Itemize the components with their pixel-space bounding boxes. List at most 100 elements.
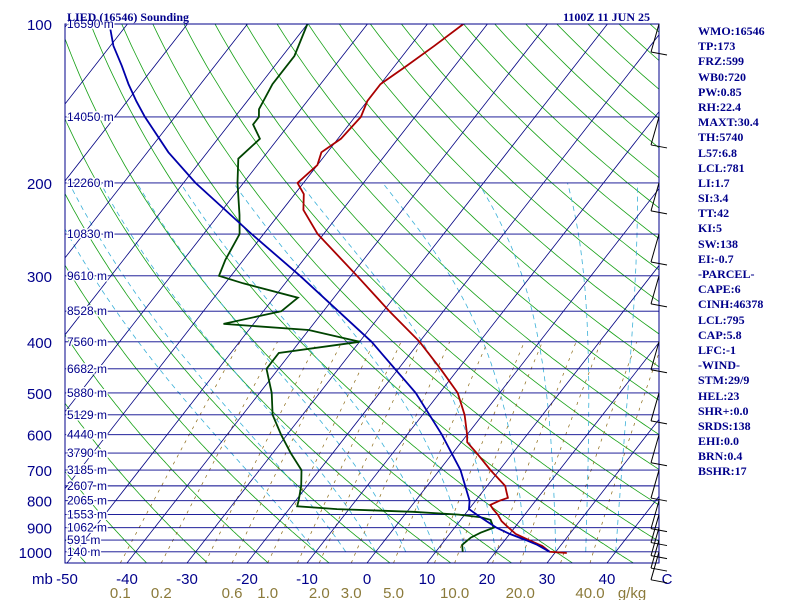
- wind-barb-flag: [650, 303, 668, 308]
- index-item: BSHR:17: [698, 464, 747, 479]
- index-item: CAP:5.8: [698, 327, 742, 342]
- height-label: 1062 m: [67, 521, 107, 535]
- dry-adiabat: [65, 402, 208, 563]
- dry-adiabat: [0, 24, 25, 563]
- height-label: 5880 m: [67, 386, 107, 400]
- mixing-ratio-tick-label: 0.1: [110, 585, 131, 600]
- isotherm: [65, 24, 248, 259]
- index-item: L57:6.8: [698, 145, 737, 160]
- temperature-tick-label: -20: [236, 571, 258, 588]
- pressure-tick-label: 1000: [19, 545, 52, 562]
- height-label: 5129 m: [67, 408, 107, 422]
- height-label: 591 m: [67, 533, 100, 547]
- wind-barb-flag: [650, 462, 668, 467]
- wind-barb-flag: [650, 51, 668, 56]
- mixing-ratio-tick-label: 20.0: [506, 585, 535, 600]
- wind-barb-staff: [650, 434, 660, 463]
- temperature-axis: mb -50 -40 -30 -20 -10 0 10 20 30 40 C: [32, 571, 673, 588]
- dry-adiabat: [307, 24, 659, 368]
- dry-adiabat: [338, 24, 659, 335]
- mixing-ratio-line: [297, 341, 402, 563]
- height-label: 4440 m: [67, 428, 107, 442]
- mixing-ratio-line: [393, 341, 489, 563]
- pressure-axis: 100 200 300 400 500 600 700 800 900 1000: [19, 17, 52, 562]
- wind-barb-staff: [650, 341, 660, 370]
- mixing-ratio-tick-label: 0.2: [151, 585, 172, 600]
- index-item: LCL:795: [698, 312, 745, 327]
- index-item: RH:22.4: [698, 99, 741, 114]
- mixing-ratio-line: [454, 341, 543, 563]
- index-item: PW:0.85: [698, 84, 742, 99]
- index-item: WB0:720: [698, 69, 746, 84]
- wind-barb-flag: [650, 261, 668, 266]
- index-item: CINH:46378: [698, 297, 764, 312]
- wind-barb-flag: [650, 528, 668, 533]
- mixing-ratio-line: [160, 341, 278, 563]
- height-label: 8528 m: [67, 304, 107, 318]
- height-label: 2607 m: [67, 479, 107, 493]
- isotherm: [65, 24, 428, 490]
- isotherm: [0, 24, 7, 563]
- mixing-ratio-line: [434, 341, 525, 563]
- temperature-tick-label: -30: [176, 571, 198, 588]
- dewpoint-line: [217, 24, 495, 552]
- pressure-tick-label: 700: [27, 463, 52, 480]
- wind-barb-staff: [650, 527, 660, 556]
- mixing-ratio-tick-label: 3.0: [341, 585, 362, 600]
- index-item: WMO:16546: [698, 24, 765, 38]
- mixing-ratio-line: [519, 341, 602, 563]
- index-item: -PARCEL-: [698, 267, 755, 281]
- mixing-ratio-line: [492, 341, 577, 563]
- wind-barb-staff: [650, 514, 660, 543]
- isotherm: [65, 24, 128, 105]
- wind-barb-staff: [650, 116, 660, 146]
- isobars: [65, 116, 659, 553]
- dry-adiabat: [65, 192, 391, 563]
- height-label: 140 m: [67, 545, 100, 559]
- wind-barb-flag: [650, 579, 668, 584]
- isotherm: [65, 24, 68, 28]
- mixing-ratio-axis: 0.1 0.2 0.6 1.0 2.0 3.0 5.0 10.0 20.0 40.0 g/kg: [110, 585, 646, 600]
- wind-barb-flag: [650, 567, 668, 572]
- mixing-ratio-tick-label: 5.0: [383, 585, 404, 600]
- height-label: 3185 m: [67, 463, 107, 477]
- isotherm: [306, 111, 659, 563]
- index-item: HEL:23: [698, 388, 740, 403]
- isotherm: [186, 24, 608, 563]
- moist-adiabat: [68, 182, 347, 553]
- mixing-ratio-line: [204, 341, 318, 563]
- index-item: EHI:0.0: [698, 434, 740, 449]
- mixing-ratio-tick-label: 10.0: [440, 585, 469, 600]
- isotherm: [65, 24, 188, 182]
- wind-barb-staff: [650, 392, 660, 422]
- wind-barb-staff: [650, 233, 660, 263]
- isotherm: [66, 24, 488, 563]
- sounding-datetime: 1100Z 11 JUN 25: [563, 10, 651, 24]
- temperature-tick-label: 20: [479, 571, 496, 588]
- index-item: FRZ:599: [698, 54, 744, 69]
- isotherm: [126, 24, 548, 563]
- isotherm: [65, 24, 308, 336]
- height-label: 16590 m: [67, 17, 114, 31]
- height-label: 10830 m: [67, 227, 114, 241]
- mixing-ratio-tick-label: 40.0: [575, 585, 604, 600]
- isotherm: [246, 34, 659, 563]
- temperature-tick-label: -40: [116, 571, 138, 588]
- wind-barb-staff: [650, 539, 660, 569]
- wind-barb-flag: [650, 369, 668, 374]
- moist-adiabat: [179, 182, 437, 552]
- mixing-ratio-tick-label: 2.0: [309, 585, 330, 600]
- dry-adiabat: [65, 37, 512, 563]
- mixing-ratio-tick-label: 1.0: [257, 585, 278, 600]
- dry-adiabat: [245, 24, 659, 435]
- temperature-tick-label: 40: [599, 571, 616, 588]
- sounding-traces: [108, 24, 567, 554]
- mixing-ratio-line: [560, 341, 638, 563]
- index-item: -WIND-: [698, 358, 740, 373]
- index-item: SRDS:138: [698, 418, 751, 433]
- index-item: STM:29/9: [698, 373, 750, 388]
- dry-adiabat: [401, 24, 659, 271]
- mixing-ratio-line: [267, 341, 375, 563]
- temperature-tick-label: 0: [363, 571, 371, 588]
